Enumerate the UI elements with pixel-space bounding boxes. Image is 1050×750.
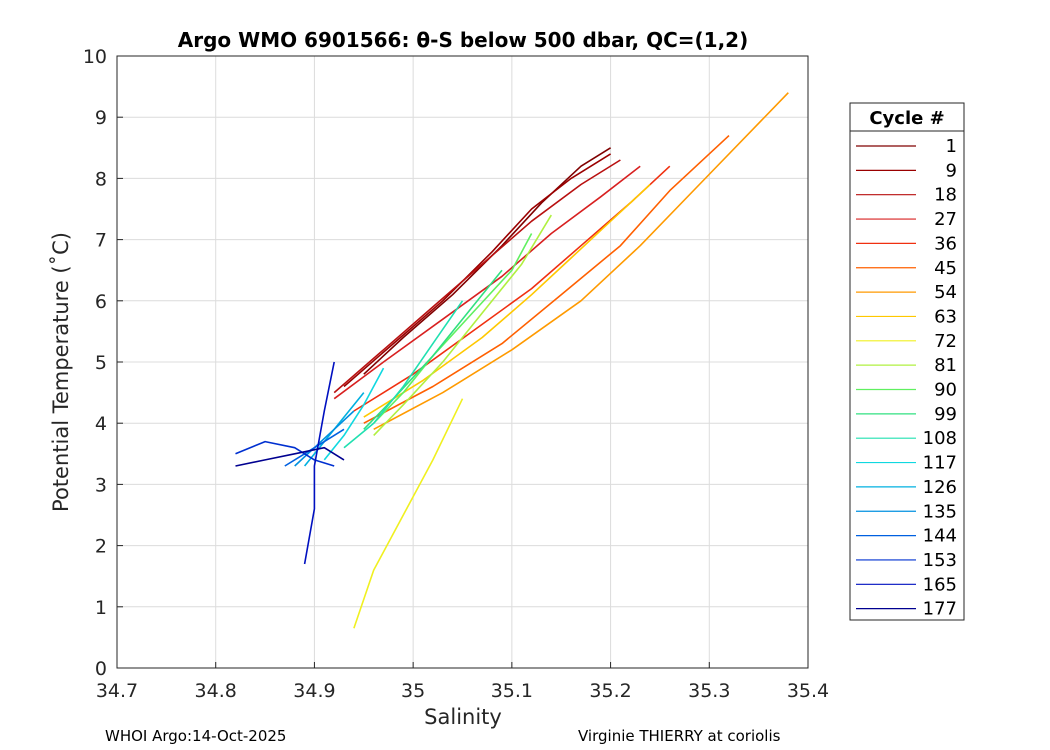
legend-label: 54 [934,282,957,303]
x-tick-label: 35 [401,680,425,702]
y-tick-label: 0 [95,658,107,680]
x-tick-label: 35.2 [589,680,631,702]
legend-label: 126 [923,477,957,498]
y-tick-label: 4 [95,413,107,435]
y-axis-label: Potential Temperature (˚C) [49,232,73,512]
series-line-19 [235,446,345,467]
y-tick-label: 8 [95,168,107,190]
legend-title: Cycle # [869,108,944,129]
legend-label: 135 [923,501,957,522]
series-line-3 [333,165,641,400]
legend-label: 117 [923,453,957,474]
y-axis-ticks: 0 1 2 3 4 5 6 7 8 9 10 [83,46,123,680]
series-line-15 [294,410,355,467]
y-tick-label: 1 [95,597,107,619]
legend-label: 18 [934,185,957,206]
x-tick-label: 34.9 [293,680,335,702]
series-line-0 [363,147,612,375]
footer-left: WHOI Argo:14-Oct-2025 [105,727,286,745]
legend-label: 99 [934,404,957,425]
legend-label: 36 [934,233,957,254]
legend-label: 72 [934,331,957,352]
x-axis-ticks: 34.7 34.8 34.9 35 35.1 35.2 35.3 35.4 [96,662,829,702]
series-line-16 [284,428,345,467]
legend-label: 81 [934,355,957,376]
legend-label: 177 [923,599,957,620]
series-line-13 [323,367,385,461]
legend-label: 153 [923,550,957,571]
legend-label: 1 [946,136,957,157]
series-line-18 [303,361,335,565]
legend-label: 165 [923,574,957,595]
y-tick-label: 3 [95,474,107,496]
legend: Cycle # 19182736455463728190991081171261… [849,102,965,621]
footer-right: Virginie THIERRY at coriolis [578,727,781,745]
series-line-5 [363,135,730,424]
series-line-7 [363,183,651,418]
y-tick-label: 2 [95,536,107,558]
series-line-9 [373,214,552,436]
series-line-2 [333,159,621,394]
x-tick-label: 34.7 [96,680,138,702]
series-line-8 [353,398,464,629]
series-line-10 [373,233,533,424]
x-tick-label: 34.8 [195,680,237,702]
series-line-1 [343,153,612,388]
series-line-12 [343,300,464,449]
legend-label: 63 [934,306,957,327]
legend-box [849,102,965,621]
legend-label: 9 [946,160,957,181]
y-tick-label: 5 [95,352,107,374]
y-tick-label: 6 [95,291,107,313]
x-axis-label: Salinity [424,705,502,729]
x-tick-label: 35.4 [787,680,829,702]
series-layer [235,92,789,629]
series-line-6 [373,92,789,431]
x-tick-label: 35.1 [491,680,533,702]
legend-label: 27 [934,209,957,230]
chart-title: Argo WMO 6901566: θ-S below 500 dbar, QC… [178,28,748,52]
series-line-17 [235,440,335,467]
legend-label: 45 [934,258,957,279]
y-tick-label: 7 [95,230,107,252]
legend-label: 108 [923,428,957,449]
legend-entries: 1 9 18 27 36 45 54 63 72 81 90 99 108 117 126 135 144 153… [856,136,957,620]
series-line-11 [363,269,503,430]
legend-label: 144 [923,526,957,547]
x-tick-label: 35.3 [688,680,730,702]
legend-label: 90 [934,380,957,401]
y-tick-label: 9 [95,107,107,129]
y-tick-label: 10 [83,46,107,68]
